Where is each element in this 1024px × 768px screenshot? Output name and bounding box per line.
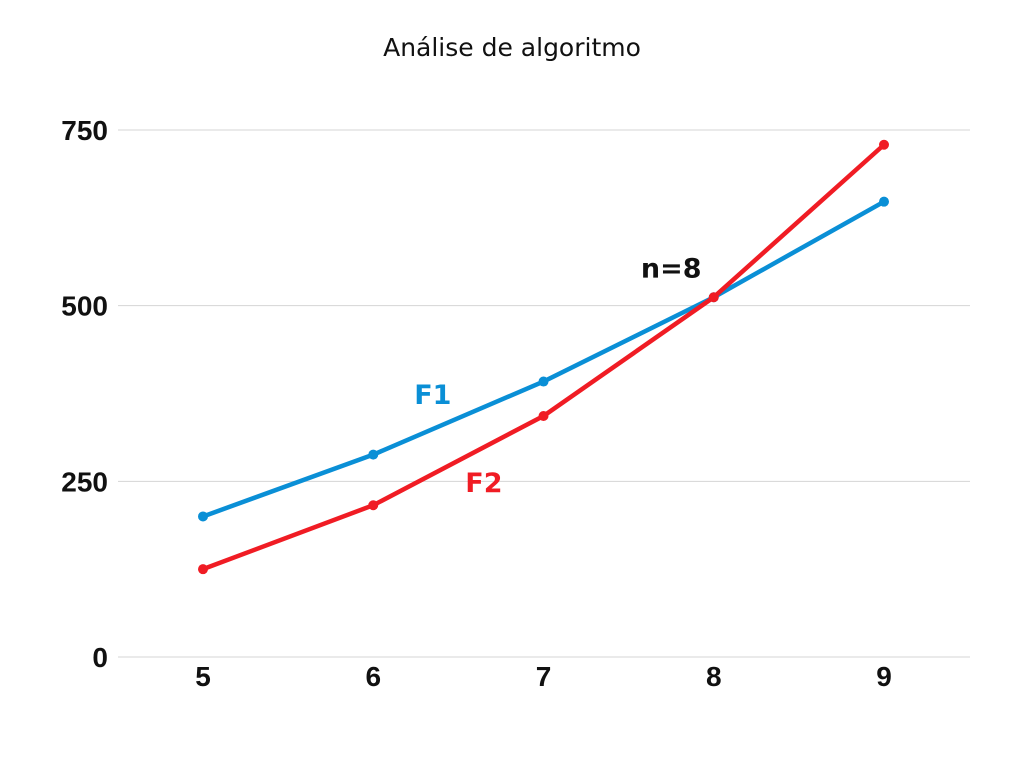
x-tick-label: 6 xyxy=(365,661,381,692)
x-tick-label: 5 xyxy=(195,661,211,692)
data-point-f2 xyxy=(198,564,208,575)
series-labels: F1 F2 xyxy=(414,380,502,499)
y-tick-label: 250 xyxy=(61,466,108,497)
data-point-f1 xyxy=(879,196,889,207)
x-tick-label: 7 xyxy=(536,661,552,692)
annotation-label: n=8 xyxy=(641,254,702,285)
series-label-f2: F2 xyxy=(465,468,502,499)
data-point-f2 xyxy=(879,139,889,150)
data-point-f2 xyxy=(368,500,379,511)
chart-title: Análise de algoritmo xyxy=(383,33,641,62)
series-f1 xyxy=(198,196,889,522)
x-tick-label: 8 xyxy=(706,661,722,692)
x-axis-ticks: 5 6 7 8 9 xyxy=(195,661,892,692)
series-line-f2 xyxy=(200,142,887,572)
data-point-f1 xyxy=(198,511,208,522)
series-label-f1: F1 xyxy=(414,380,451,411)
series-line-f1 xyxy=(200,199,887,519)
y-tick-label: 500 xyxy=(61,291,108,322)
y-axis-ticks: 0 250 500 750 xyxy=(61,115,108,673)
series-lines xyxy=(198,139,889,575)
data-point-f2 xyxy=(708,292,719,303)
data-point-f1 xyxy=(368,449,379,460)
series-f2 xyxy=(198,139,889,575)
y-tick-label: 0 xyxy=(92,642,108,673)
annotations: n=8 xyxy=(641,254,702,285)
data-point-f2 xyxy=(538,410,549,421)
y-tick-label: 750 xyxy=(61,115,108,146)
x-tick-label: 9 xyxy=(876,661,892,692)
grid xyxy=(118,129,970,658)
data-point-f1 xyxy=(538,376,549,387)
